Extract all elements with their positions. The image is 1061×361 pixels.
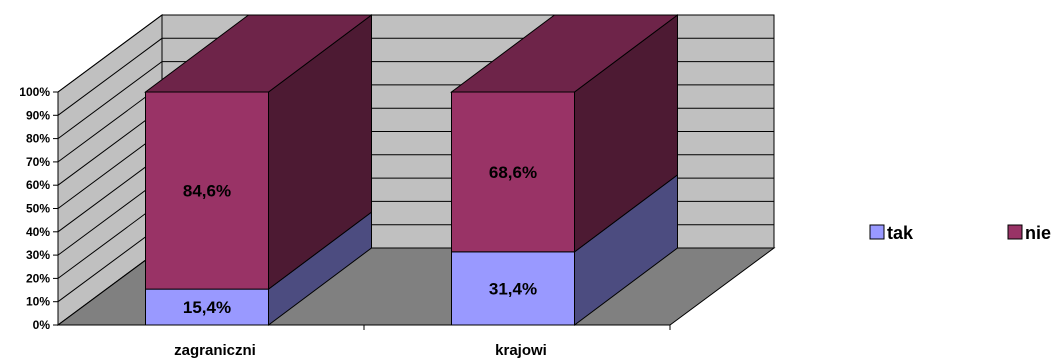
- y-tick-label: 70%: [26, 155, 50, 169]
- y-tick-label: 40%: [26, 225, 50, 239]
- data-label-tak: 15,4%: [183, 298, 231, 317]
- y-tick-label: 80%: [26, 132, 50, 146]
- category-label: zagraniczni: [174, 342, 256, 359]
- bar-nie: [145, 91, 269, 290]
- category-label: krajowi: [495, 342, 547, 359]
- bar-top-nie: [143, 14, 374, 93]
- bar-tak: [451, 251, 575, 326]
- legend-label-nie: nie: [1025, 223, 1051, 243]
- bars: 15,4% 84,6% 31,4% 68,6%: [143, 14, 680, 326]
- data-label-nie: 68,6%: [489, 163, 537, 182]
- bar-top-nie: [449, 14, 680, 93]
- x-axis-categories: zagraniczni krajowi: [174, 325, 671, 359]
- legend-swatch-nie: [1007, 224, 1023, 240]
- y-tick-label: 0%: [33, 318, 51, 332]
- y-tick-label: 60%: [26, 178, 50, 192]
- data-label-tak: 31,4%: [489, 279, 537, 298]
- data-label-nie: 84,6%: [183, 182, 231, 201]
- y-tick-label: 50%: [26, 202, 50, 216]
- y-tick-label: 20%: [26, 271, 50, 285]
- y-tick-label: 30%: [26, 248, 50, 262]
- y-tick-label: 10%: [26, 295, 50, 309]
- legend-label-tak: tak: [887, 223, 914, 243]
- legend: tak nie: [869, 223, 1051, 243]
- y-tick-label: 90%: [26, 108, 50, 122]
- legend-swatch-tak: [869, 224, 885, 240]
- y-tick-label: 100%: [19, 85, 50, 99]
